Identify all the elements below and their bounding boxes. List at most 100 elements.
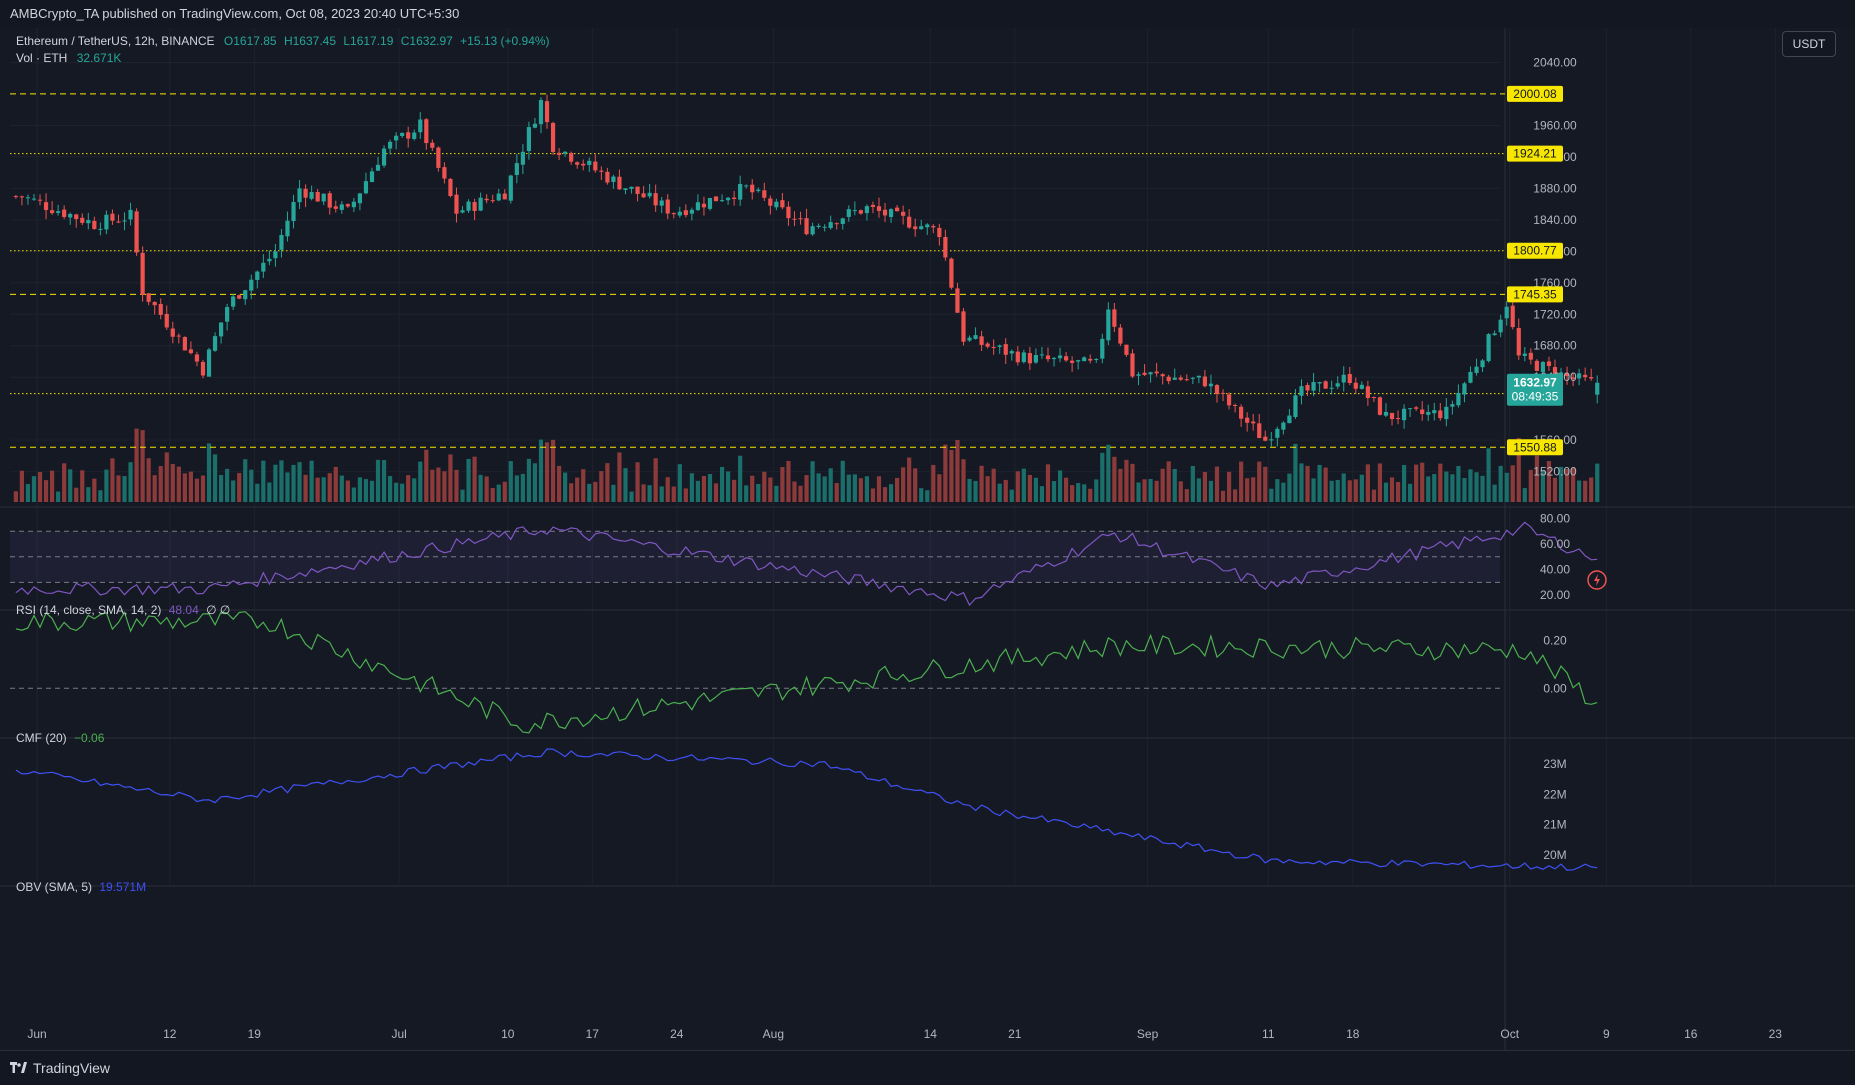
volume-bar xyxy=(1570,467,1576,502)
volume-bar xyxy=(973,480,978,502)
volume-bar xyxy=(1347,480,1352,502)
time-tick: 24 xyxy=(670,1027,684,1041)
obv-tick: 20M xyxy=(1543,848,1566,862)
volume-bar xyxy=(496,484,501,502)
volume-bar xyxy=(200,475,206,502)
candle-body xyxy=(629,186,634,189)
published-line: AMBCrypto_TA published on TradingView.co… xyxy=(10,6,460,21)
volume-bar xyxy=(828,468,833,502)
volume-bar xyxy=(1552,477,1558,502)
symbol-legend[interactable]: Ethereum / TetherUS, 12h, BINANCE O1617.… xyxy=(16,34,550,48)
tradingview-logo[interactable]: TradingView xyxy=(10,1060,110,1076)
candle-body xyxy=(1486,334,1491,362)
candle-body xyxy=(768,198,773,206)
volume-bar xyxy=(182,473,187,502)
volume-bar xyxy=(1106,444,1111,502)
volume-bar xyxy=(514,475,519,502)
candle-body xyxy=(1045,355,1051,360)
volume-bar xyxy=(273,464,278,502)
candle-body xyxy=(1408,408,1413,410)
volume-bar xyxy=(1287,473,1292,502)
candle-body xyxy=(1112,309,1117,327)
volume-bar xyxy=(556,465,562,502)
volume-bar xyxy=(110,458,115,502)
volume-bar xyxy=(327,473,332,502)
candle-body xyxy=(822,226,827,228)
cmf-tick: 0.00 xyxy=(1543,681,1567,695)
volume-bar xyxy=(351,487,356,502)
candle-body xyxy=(1589,377,1594,379)
cmf-legend[interactable]: CMF (20) −0.06 xyxy=(16,731,104,745)
candle-body xyxy=(140,252,145,295)
candle-body xyxy=(218,322,224,337)
candle-body xyxy=(430,142,435,148)
candle-body xyxy=(804,218,809,235)
volume-bar xyxy=(140,430,145,502)
volume-bar xyxy=(1534,455,1539,502)
volume-bar xyxy=(683,488,688,502)
candle-body xyxy=(43,202,49,211)
candle-body xyxy=(164,313,169,328)
volume-bar xyxy=(315,477,320,502)
volume-bar xyxy=(1063,477,1069,502)
candle-body xyxy=(719,200,725,202)
currency-button[interactable]: USDT xyxy=(1782,31,1836,57)
volume-bar xyxy=(1039,486,1045,502)
rsi-legend[interactable]: RSI (14, close, SMA, 14, 2) 48.04 ∅ ∅ xyxy=(16,603,230,617)
volume-bar xyxy=(997,483,1002,502)
candle-body xyxy=(653,193,658,206)
candle-body xyxy=(1311,382,1316,391)
candle-body xyxy=(1094,359,1099,361)
candle-body xyxy=(1232,404,1238,406)
candle-body xyxy=(864,206,870,214)
obv-legend[interactable]: OBV (SMA, 5) 19.571M xyxy=(16,880,146,894)
candle-body xyxy=(134,211,139,253)
volume-bar xyxy=(593,481,598,502)
volume-bar xyxy=(532,463,538,502)
volume-bar xyxy=(478,474,483,502)
volume-bar xyxy=(1269,488,1274,502)
candle-body xyxy=(1329,387,1334,389)
time-tick: 14 xyxy=(924,1027,938,1041)
candle-body xyxy=(1492,333,1497,336)
lightning-icon xyxy=(1587,570,1607,590)
candle-body xyxy=(146,293,151,302)
candle-body xyxy=(623,188,628,190)
volume-bar xyxy=(122,476,127,502)
level-badge-text: 1745.35 xyxy=(1513,287,1557,301)
volume-bar xyxy=(1033,477,1039,502)
candle-body xyxy=(1226,394,1232,406)
volume-bar xyxy=(1480,475,1485,502)
rsi-value: 48.04 xyxy=(168,603,199,617)
candle-body xyxy=(68,213,73,218)
candle-body xyxy=(611,176,616,182)
candle-body xyxy=(37,199,43,201)
cmf-series xyxy=(10,610,1598,734)
candle-body xyxy=(677,211,682,216)
candle-body xyxy=(671,213,676,215)
obv-tick: 23M xyxy=(1543,757,1566,771)
volume-bar xyxy=(1166,461,1171,502)
volume-bar xyxy=(43,480,49,502)
candle-body xyxy=(98,228,103,230)
volume-bar xyxy=(448,454,453,502)
volume-bar xyxy=(249,469,254,502)
volume-legend[interactable]: Vol · ETH 32.671K xyxy=(16,51,121,65)
candle-body xyxy=(913,226,918,230)
volume-bar xyxy=(611,484,616,502)
candle-body xyxy=(56,211,61,213)
volume-bar xyxy=(569,483,574,502)
candle-body xyxy=(460,210,465,213)
candle-body xyxy=(544,101,550,123)
volume-bar xyxy=(810,461,815,502)
candle-body xyxy=(1438,410,1443,419)
volume-bar xyxy=(1486,448,1491,502)
candle-body xyxy=(13,196,18,198)
volume-bar xyxy=(1468,469,1473,502)
candle-body xyxy=(979,336,984,345)
candle-body xyxy=(279,234,284,250)
candle-body xyxy=(200,362,206,376)
candle-body xyxy=(605,171,610,183)
candle-body xyxy=(1245,417,1250,423)
